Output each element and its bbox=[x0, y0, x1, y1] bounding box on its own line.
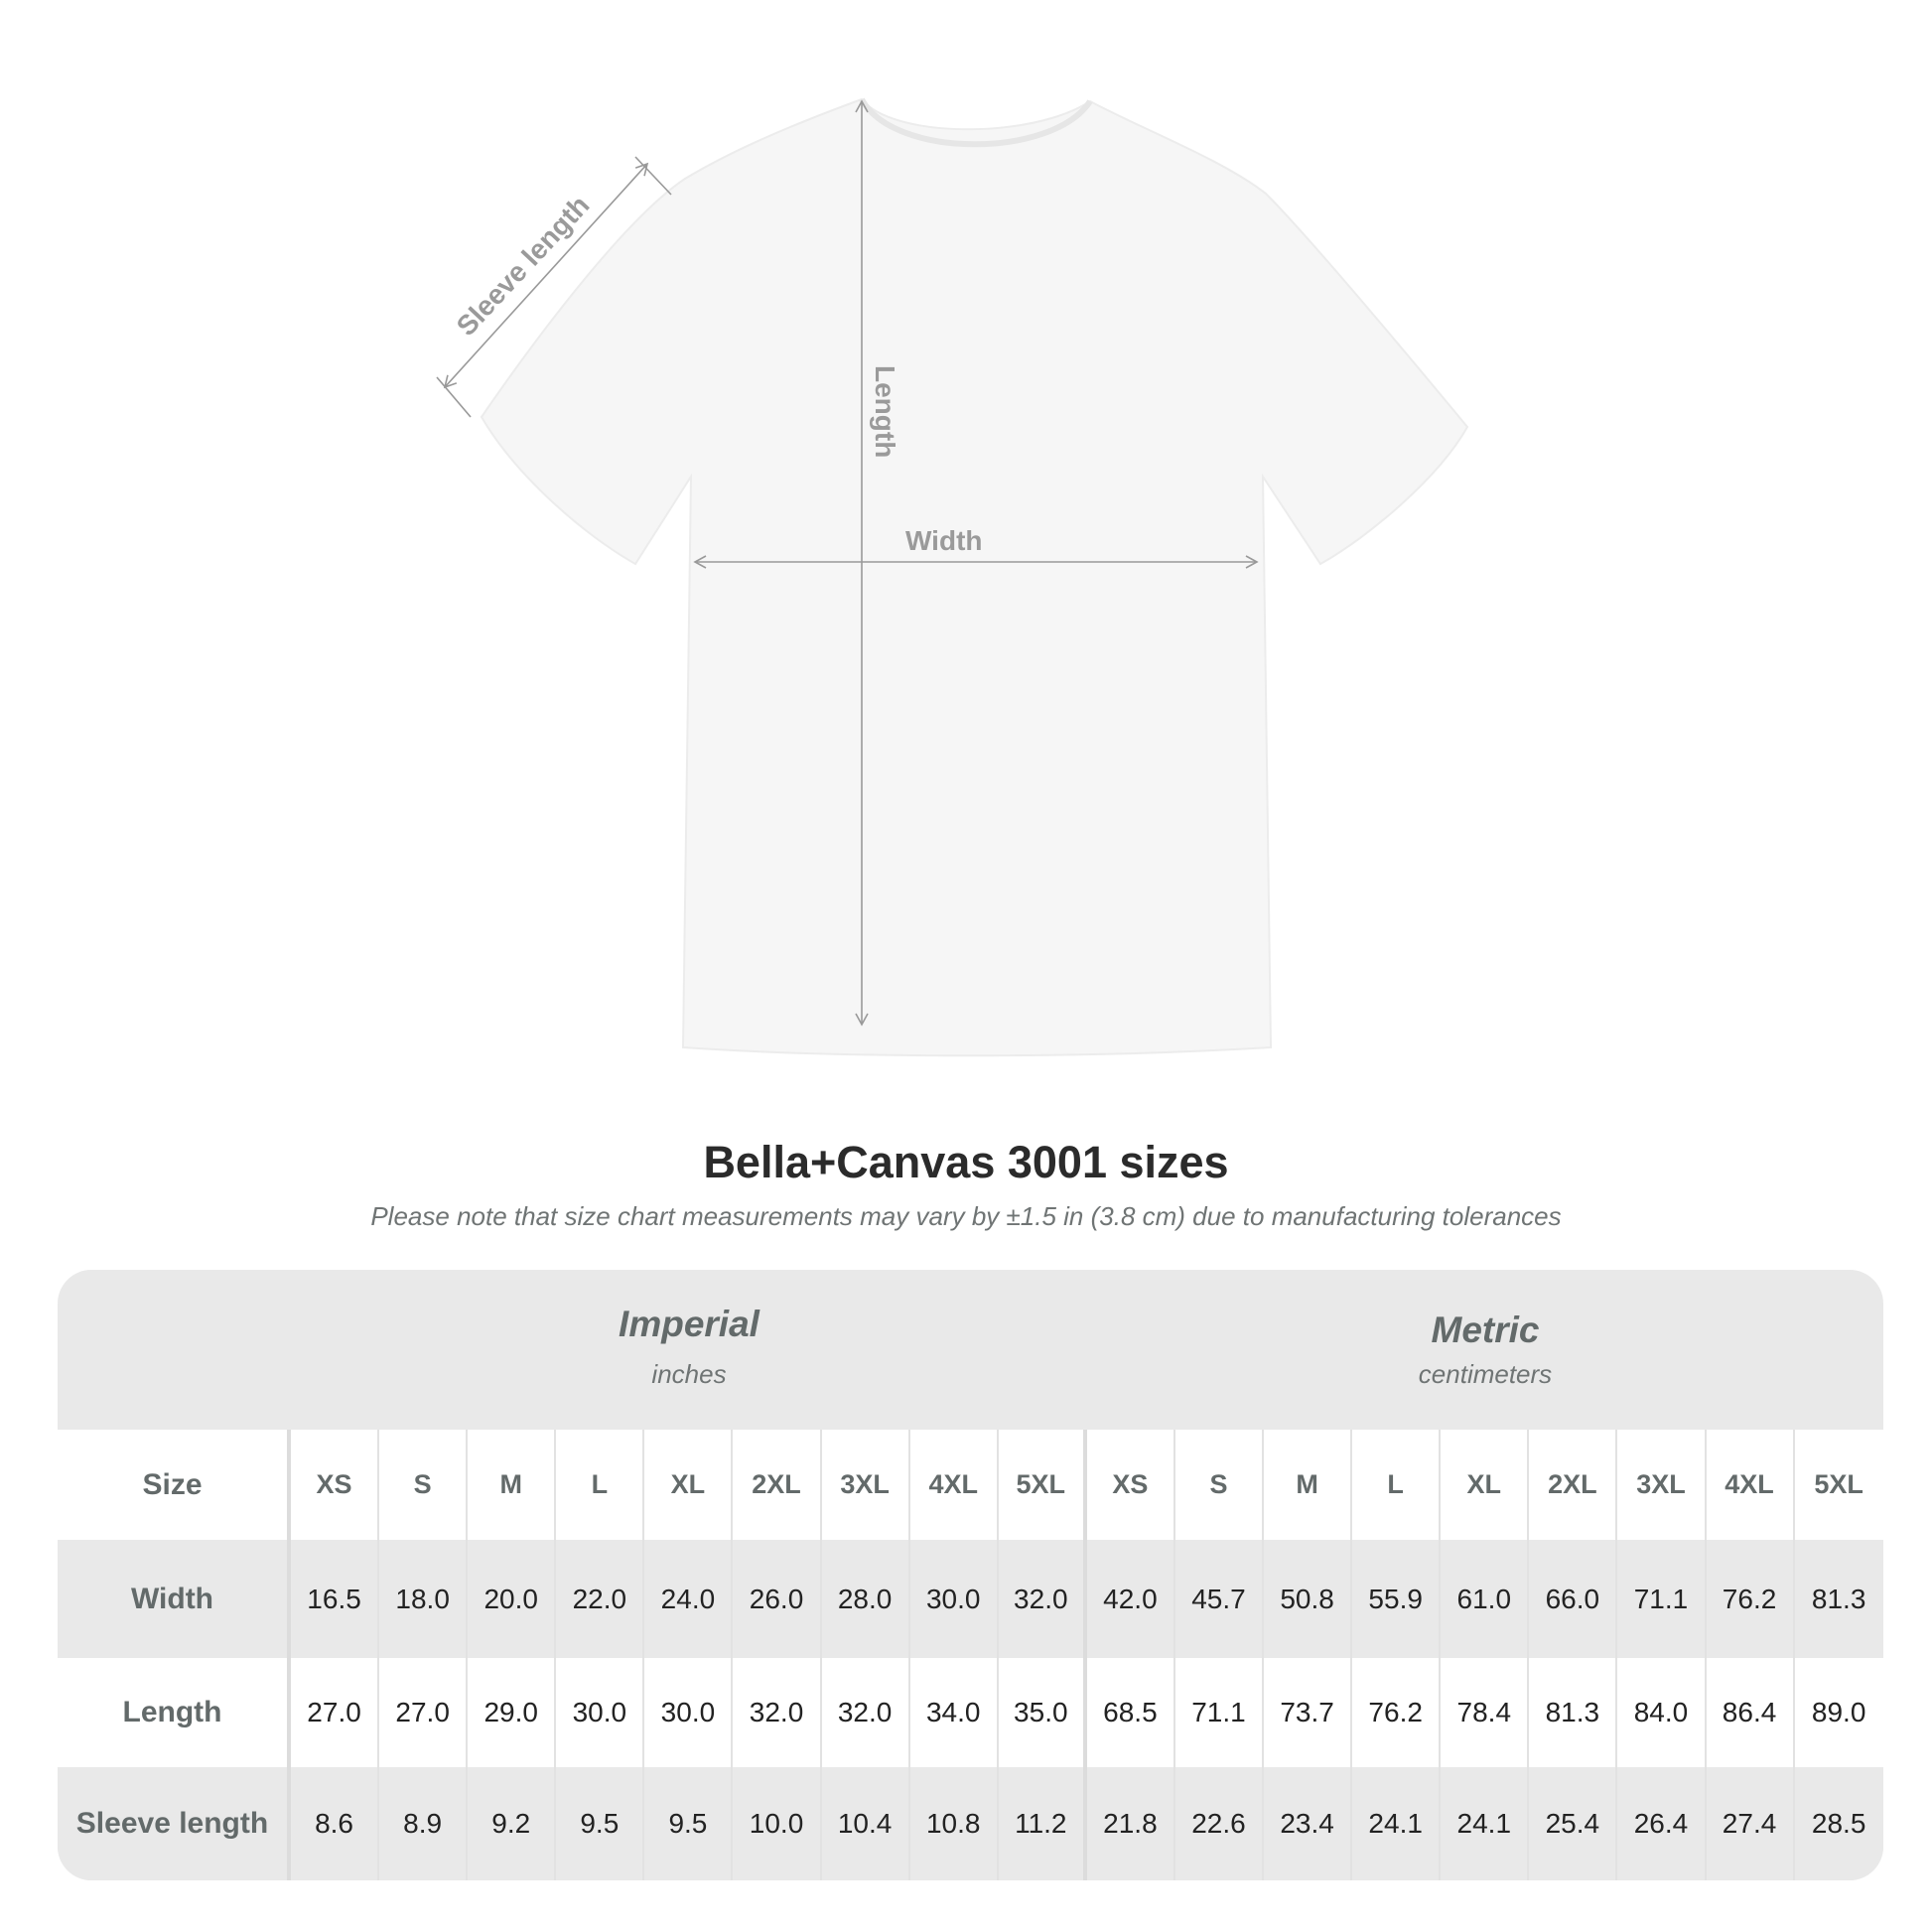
page-title: Bella+Canvas 3001 sizes bbox=[703, 1137, 1229, 1187]
width-label: Width bbox=[905, 525, 983, 556]
size-header-cell: 2XL bbox=[733, 1430, 822, 1540]
imperial-value-cell: 27.0 bbox=[291, 1658, 380, 1767]
imperial-value-cell: 32.0 bbox=[999, 1540, 1087, 1658]
imperial-value-cell: 9.5 bbox=[644, 1767, 734, 1880]
imperial-header: Imperial inches bbox=[291, 1270, 1087, 1430]
metric-unit: centimeters bbox=[1418, 1359, 1553, 1389]
size-header-cell: S bbox=[1175, 1430, 1265, 1540]
size-header-cell: M bbox=[468, 1430, 557, 1540]
size-header-cell: L bbox=[1352, 1430, 1442, 1540]
row-label: Size bbox=[58, 1430, 291, 1540]
row-label: Length bbox=[58, 1658, 291, 1767]
metric-value-cell: 27.4 bbox=[1707, 1767, 1795, 1880]
metric-value-cell: 42.0 bbox=[1087, 1540, 1175, 1658]
sleeve-arrow bbox=[443, 162, 649, 389]
metric-value-cell: 61.0 bbox=[1441, 1540, 1530, 1658]
size-header-cell: 3XL bbox=[1617, 1430, 1707, 1540]
tshirt-shape bbox=[480, 97, 1469, 1057]
imperial-value-cell: 35.0 bbox=[999, 1658, 1087, 1767]
metric-value-cell: 71.1 bbox=[1617, 1540, 1707, 1658]
imperial-value-cell: 32.0 bbox=[822, 1658, 910, 1767]
metric-value-cell: 26.4 bbox=[1617, 1767, 1707, 1880]
imperial-value-cell: 30.0 bbox=[910, 1540, 999, 1658]
metric-value-cell: 81.3 bbox=[1811, 1583, 1866, 1614]
row-label: Sleeve length bbox=[58, 1767, 291, 1880]
imperial-value-cell: 27.0 bbox=[379, 1658, 469, 1767]
size-header-cell: L bbox=[556, 1430, 645, 1540]
metric-value-cell: 66.0 bbox=[1529, 1540, 1618, 1658]
imperial-value-cell: 26.0 bbox=[733, 1540, 822, 1658]
imperial-value-cell: 22.0 bbox=[556, 1540, 645, 1658]
metric-value-cell: 25.4 bbox=[1529, 1767, 1618, 1880]
metric-value-cell: 84.0 bbox=[1617, 1658, 1707, 1767]
metric-value-cell: 71.1 bbox=[1175, 1658, 1265, 1767]
metric-value-cell: 24.1 bbox=[1352, 1767, 1442, 1880]
imperial-value-cell: 28.0 bbox=[822, 1540, 910, 1658]
length-label: Length bbox=[870, 365, 900, 458]
imperial-value-cell: 10.8 bbox=[910, 1767, 999, 1880]
metric-value-cell: 24.1 bbox=[1441, 1767, 1530, 1880]
size-header-cell: XL bbox=[644, 1430, 734, 1540]
size-header-cell: XS bbox=[291, 1430, 380, 1540]
imperial-value-cell: 16.5 bbox=[291, 1540, 380, 1658]
imperial-value-cell: 9.2 bbox=[468, 1767, 557, 1880]
size-header-cell: XL bbox=[1441, 1430, 1530, 1540]
metric-value-cell: 50.8 bbox=[1264, 1540, 1353, 1658]
table-row: Sleeve length 8.6 8.9 9.2 9.5 9.5 10.0 10.4 10.8… bbox=[58, 1767, 1883, 1880]
size-header-cell: 5XL bbox=[999, 1430, 1087, 1540]
size-header-cell: S bbox=[379, 1430, 469, 1540]
imperial-value-cell: 8.9 bbox=[379, 1767, 469, 1880]
size-header-cell: M bbox=[1264, 1430, 1353, 1540]
metric-value-cell: 81.3 bbox=[1529, 1658, 1618, 1767]
imperial-value-cell: 24.0 bbox=[644, 1540, 734, 1658]
row-label: Width bbox=[58, 1540, 291, 1658]
metric-value-cell: 28.5 bbox=[1811, 1808, 1866, 1839]
size-header-cell: 4XL bbox=[910, 1430, 999, 1540]
imperial-unit: inches bbox=[651, 1359, 727, 1389]
metric-value-cell: 89.0 bbox=[1811, 1697, 1866, 1727]
metric-value-cell: 23.4 bbox=[1264, 1767, 1353, 1880]
imperial-label: Imperial bbox=[619, 1304, 759, 1344]
imperial-value-cell: 30.0 bbox=[644, 1658, 734, 1767]
imperial-value-cell: 30.0 bbox=[556, 1658, 645, 1767]
imperial-value-cell: 20.0 bbox=[468, 1540, 557, 1658]
metric-value-cell: 21.8 bbox=[1087, 1767, 1175, 1880]
imperial-value-cell: 9.5 bbox=[556, 1767, 645, 1880]
imperial-value-cell: 10.4 bbox=[822, 1767, 910, 1880]
imperial-value-cell: 11.2 bbox=[999, 1767, 1087, 1880]
metric-label: Metric bbox=[1431, 1310, 1540, 1350]
size-header-cell: XS bbox=[1087, 1430, 1175, 1540]
metric-value-cell: 22.6 bbox=[1175, 1767, 1265, 1880]
tshirt-diagram: Sleeve length Length Width bbox=[436, 97, 1469, 1057]
metric-value-cell: 55.9 bbox=[1352, 1540, 1442, 1658]
metric-value-cell: 76.2 bbox=[1707, 1540, 1795, 1658]
metric-value-cell: 78.4 bbox=[1441, 1658, 1530, 1767]
table-row: Length 27.0 27.0 29.0 30.0 30.0 32.0 32.0 34.0 35… bbox=[58, 1658, 1883, 1767]
tolerance-note: Please note that size chart measurements… bbox=[370, 1201, 1562, 1231]
metric-value-cell: 86.4 bbox=[1707, 1658, 1795, 1767]
metric-header: Metric centimeters bbox=[1087, 1270, 1883, 1430]
imperial-value-cell: 32.0 bbox=[733, 1658, 822, 1767]
table-row: Width 16.5 18.0 20.0 22.0 24.0 26.0 28.0 30.0 32.… bbox=[58, 1540, 1883, 1658]
size-header-cell: 5XL bbox=[1814, 1469, 1863, 1499]
size-header-cell: 2XL bbox=[1529, 1430, 1618, 1540]
imperial-value-cell: 10.0 bbox=[733, 1767, 822, 1880]
imperial-value-cell: 29.0 bbox=[468, 1658, 557, 1767]
imperial-value-cell: 18.0 bbox=[379, 1540, 469, 1658]
size-table: Imperial inches Metric centimeters Size X… bbox=[58, 1270, 1883, 1880]
metric-value-cell: 68.5 bbox=[1087, 1658, 1175, 1767]
imperial-value-cell: 8.6 bbox=[291, 1767, 380, 1880]
size-header-cell: 3XL bbox=[822, 1430, 910, 1540]
metric-value-cell: 73.7 bbox=[1264, 1658, 1353, 1767]
size-header-row: Size XS S M L XL 2XL 3XL 4XL 5XL XS S M L XL 2XL 3XL 4XL 5… bbox=[58, 1430, 1883, 1540]
collar bbox=[859, 97, 1093, 148]
metric-value-cell: 76.2 bbox=[1352, 1658, 1442, 1767]
metric-value-cell: 45.7 bbox=[1175, 1540, 1265, 1658]
imperial-value-cell: 34.0 bbox=[910, 1658, 999, 1767]
size-header-cell: 4XL bbox=[1707, 1430, 1795, 1540]
